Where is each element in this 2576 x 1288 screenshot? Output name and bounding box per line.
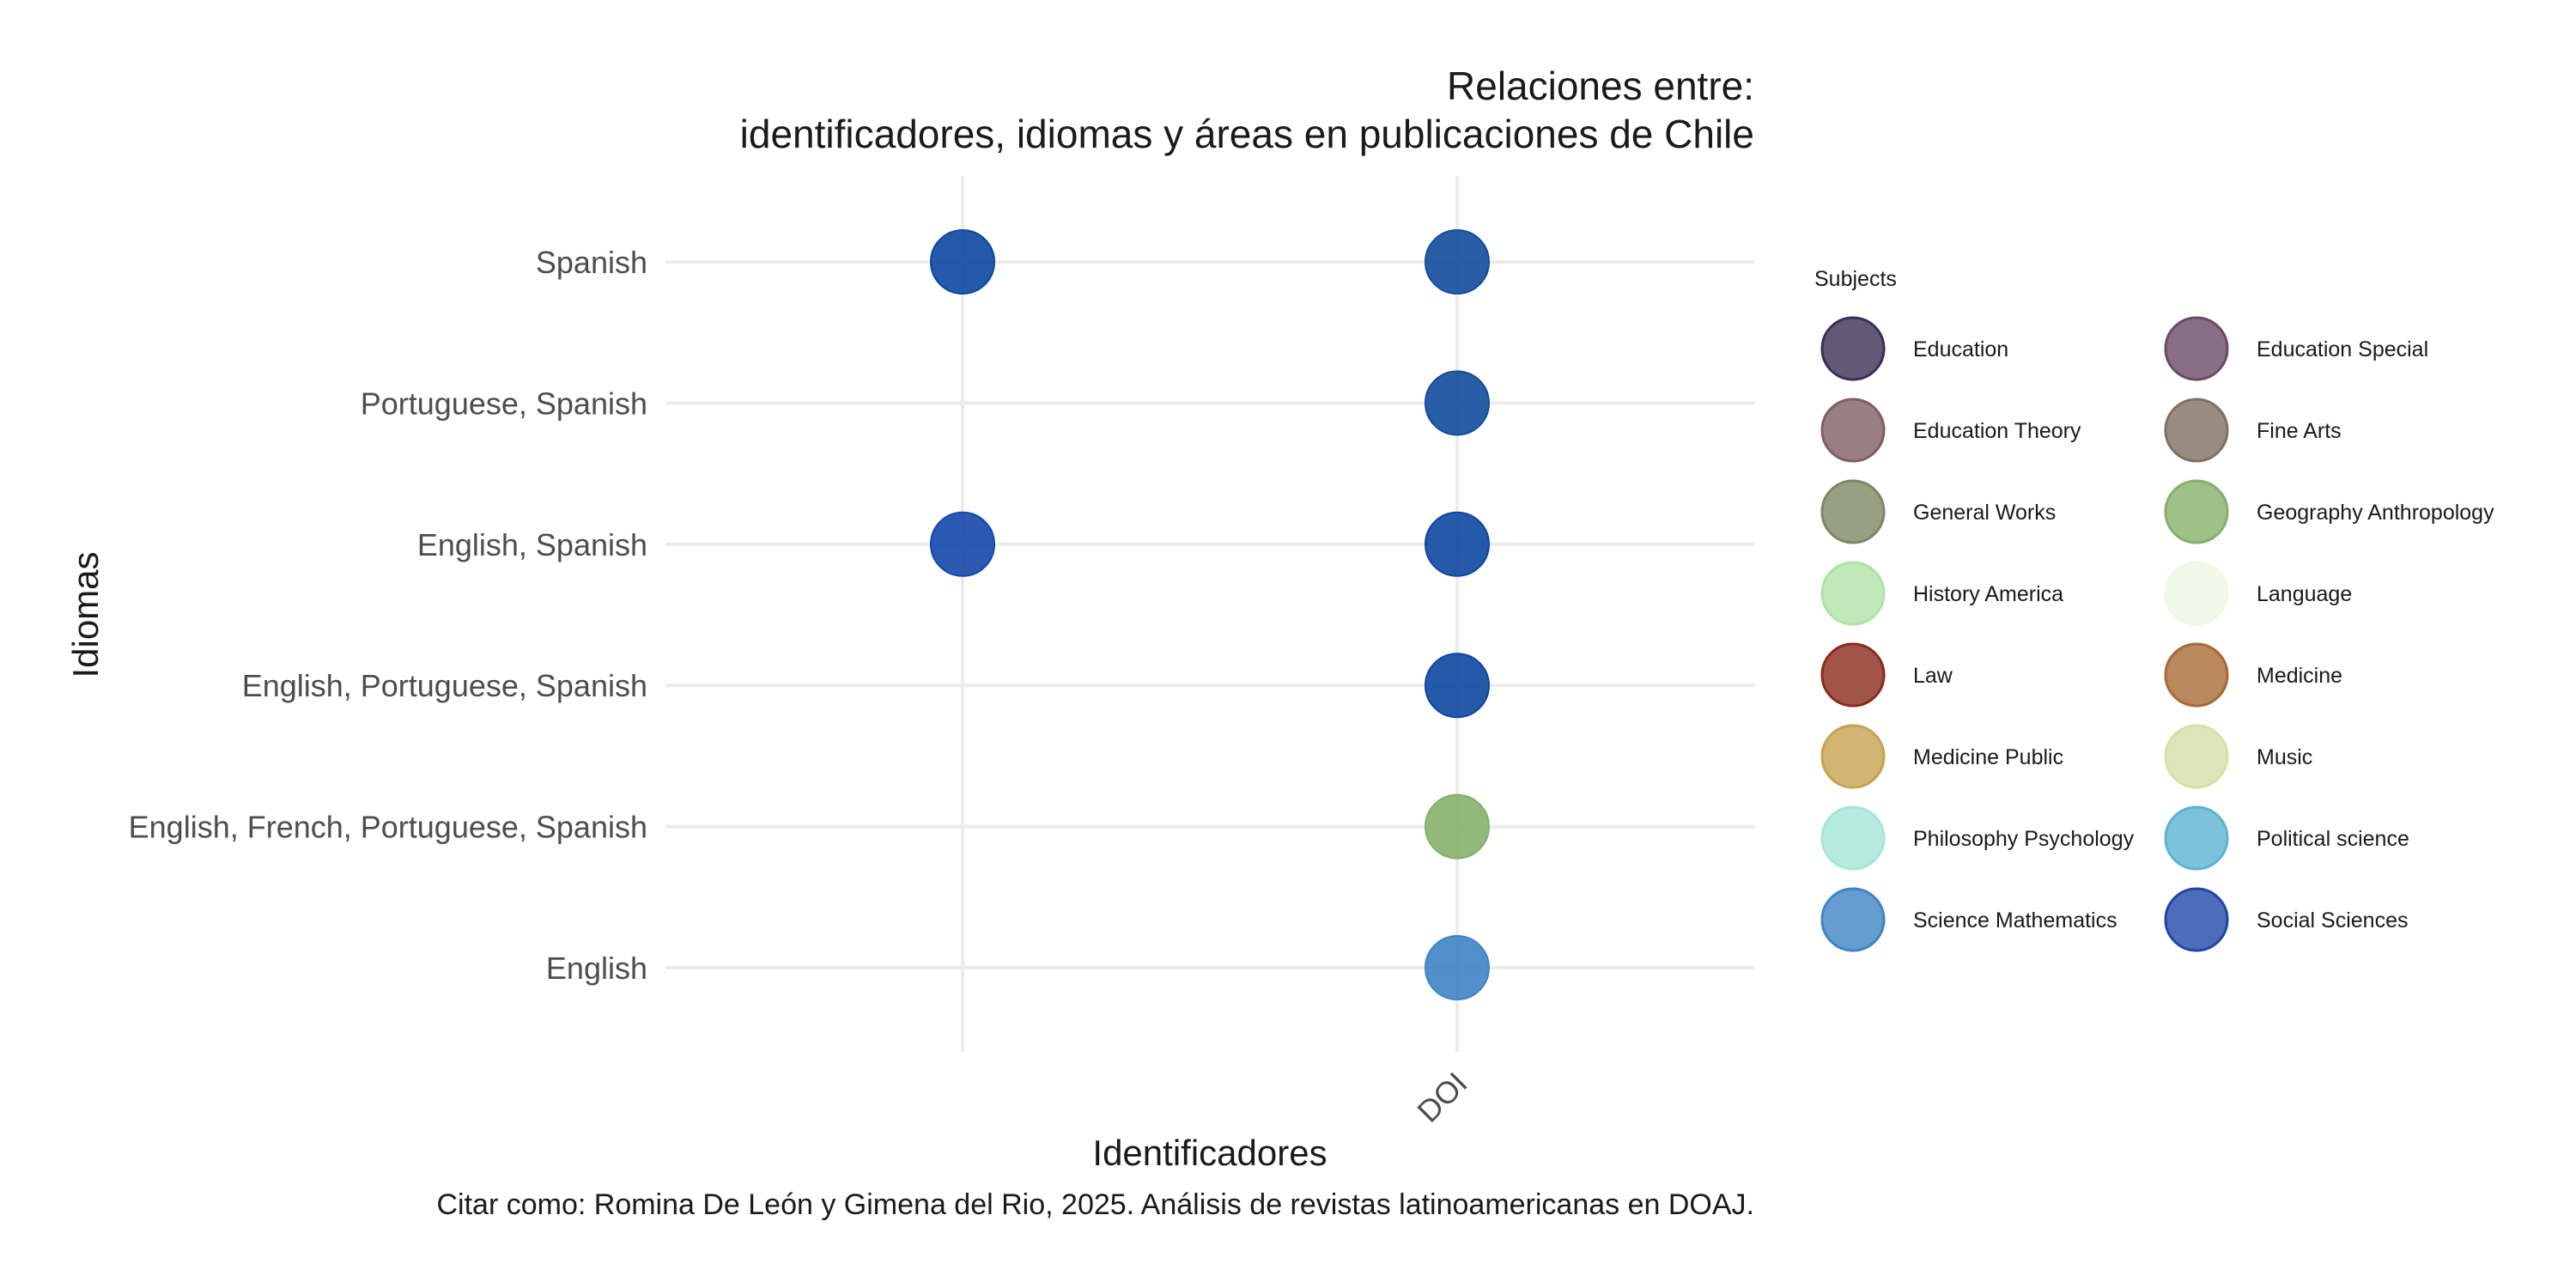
- data-point: [1425, 653, 1490, 719]
- y-tick-labels: English English, French, Portuguese, Span…: [129, 245, 647, 986]
- y-tick-label: Spanish: [536, 245, 647, 280]
- legend-key: [1820, 479, 1886, 544]
- legend-label: Education Theory: [1913, 419, 2081, 443]
- chart-title-line-2: identificadores, idiomas y áreas en publ…: [740, 112, 1754, 156]
- legend-key: [1820, 805, 1886, 871]
- legend-label: Geography Anthropology: [2257, 501, 2494, 525]
- legend-key: [2164, 724, 2229, 789]
- legend-key: [1820, 642, 1886, 708]
- legend-key: [2164, 479, 2229, 544]
- legend-label: General Works: [1913, 501, 2056, 525]
- legend-items: Education Education Special Education Theo…: [1820, 316, 2494, 952]
- legend-label: Medicine Public: [1913, 745, 2063, 769]
- legend-label: Political science: [2257, 827, 2409, 851]
- legend-label: History America: [1913, 582, 2063, 606]
- data-point: [1425, 793, 1490, 860]
- legend-key: [2164, 398, 2229, 463]
- grid-layer: [665, 176, 1754, 1052]
- data-point: [1425, 370, 1490, 436]
- legend-label: Medicine: [2257, 664, 2342, 688]
- legend-key: [1820, 398, 1886, 463]
- x-tick-labels: DOI: [1410, 1066, 1473, 1129]
- y-tick-label: English, Portuguese, Spanish: [242, 668, 647, 703]
- x-axis-title: Identificadores: [1092, 1133, 1327, 1173]
- legend-label: Language: [2257, 582, 2352, 606]
- legend-key: [2164, 805, 2229, 871]
- legend-key: [2164, 561, 2229, 626]
- x-tick-label: DOI: [1410, 1066, 1473, 1129]
- legend-title: Subjects: [1814, 267, 1897, 291]
- y-tick-label: English: [546, 951, 647, 986]
- legend-label: Social Sciences: [2257, 908, 2408, 933]
- y-tick-label: English, Spanish: [417, 527, 647, 562]
- chart-title-line-1: Relaciones entre:: [1447, 64, 1754, 108]
- legend-label: Law: [1913, 664, 1953, 688]
- legend: Subjects Education Education SpecialEduca…: [1814, 267, 2494, 952]
- data-point: [1425, 229, 1490, 295]
- y-axis-title: Idiomas: [65, 551, 106, 677]
- legend-key: [1820, 724, 1886, 789]
- legend-key: [1820, 887, 1886, 952]
- legend-key: [2164, 887, 2229, 952]
- data-point: [930, 229, 995, 295]
- y-tick-label: English, French, Portuguese, Spanish: [129, 810, 647, 845]
- legend-key: [1820, 316, 1886, 381]
- y-tick-label: Portuguese, Spanish: [361, 386, 647, 421]
- caption: Citar como: Romina De León y Gimena del …: [437, 1188, 1755, 1221]
- legend-label: Philosophy Psychology: [1913, 827, 2135, 851]
- legend-key: [2164, 642, 2229, 708]
- data-point: [1425, 935, 1490, 1000]
- legend-label: Music: [2257, 745, 2312, 769]
- data-point: [930, 511, 995, 577]
- legend-key: [1820, 561, 1886, 626]
- legend-key: [2164, 316, 2229, 381]
- legend-label: Education Special: [2257, 337, 2428, 361]
- legend-label: Fine Arts: [2257, 419, 2342, 443]
- points-layer: [930, 229, 1490, 1000]
- data-point: [1425, 511, 1490, 577]
- legend-label: Science Mathematics: [1913, 908, 2117, 933]
- legend-label: Education: [1913, 337, 2008, 361]
